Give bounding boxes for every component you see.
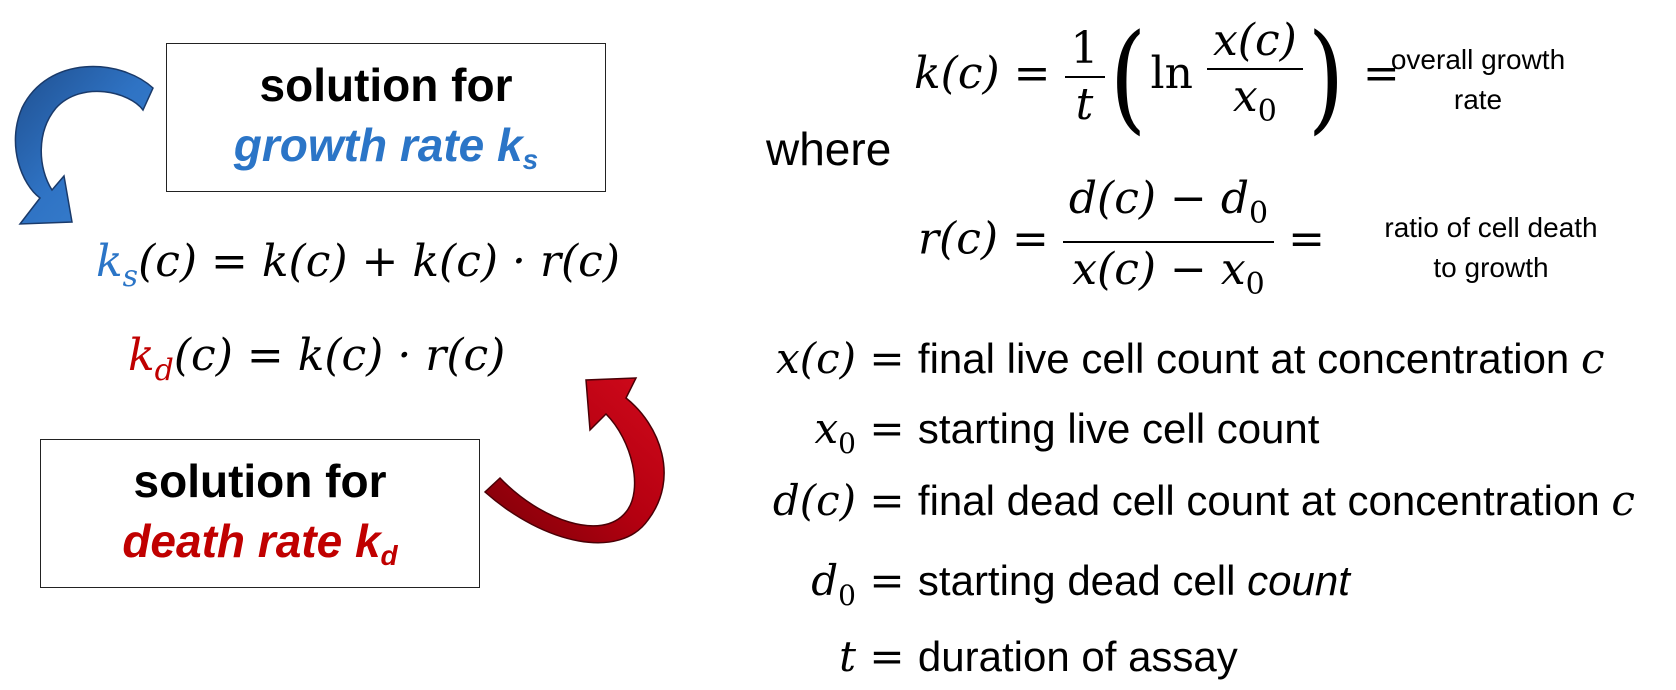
growth-box-subject: growth rate ks <box>233 119 539 175</box>
ks-rhs: (c) = k(c) + k(c) · r(c) <box>138 236 620 287</box>
death-box-title: solution for <box>133 455 387 507</box>
death-rate-box: solution for death rate kd <box>40 439 480 588</box>
one-over-t: 1 t <box>1064 22 1105 132</box>
kd-symbol: kd <box>128 330 174 388</box>
growth-curved-arrow <box>14 65 154 225</box>
where-label: where <box>766 123 892 175</box>
definition-x-c: x(c) = final live cell count at concentr… <box>776 334 1605 383</box>
k-lhs: k(c) = <box>914 48 1051 99</box>
r-lhs: r(c) = <box>918 213 1049 265</box>
definition-d0: d0 = starting dead cell count <box>811 556 1350 612</box>
ratio-equation: r(c) = d(c) − d0 x(c) − x0 = <box>918 172 1325 312</box>
growth-rate-equation: ks(c) = k(c) + k(c) · r(c) <box>96 236 620 294</box>
death-box-subject: death rate kd <box>122 515 398 571</box>
overall-growth-equation: k(c) = 1 t (ln x(c) x0 ) = <box>914 7 1400 146</box>
growth-box-title: solution for <box>259 59 513 111</box>
death-rate-equation: kd(c) = k(c) · r(c) <box>128 330 505 388</box>
definition-d-c: d(c) = final dead cell count at concentr… <box>772 476 1635 525</box>
x-ratio: x(c) x0 <box>1206 14 1303 139</box>
ln-operator: ln <box>1150 48 1193 99</box>
kd-rhs: (c) = k(c) · r(c) <box>173 330 506 381</box>
k-equals: = <box>1362 48 1400 99</box>
death-curved-arrow <box>483 377 665 544</box>
definition-x0: x0 = starting live cell count <box>814 404 1320 460</box>
r-equals: = <box>1288 213 1325 265</box>
ks-symbol: ks <box>96 236 139 294</box>
overall-growth-note: overall growth rate <box>1390 44 1566 115</box>
ratio-fraction: d(c) − d0 x(c) − x0 <box>1062 172 1275 312</box>
ratio-note: ratio of cell death to growth <box>1384 212 1598 283</box>
definition-t: t = duration of assay <box>839 632 1238 681</box>
growth-rate-box: solution for growth rate ks <box>166 43 606 192</box>
